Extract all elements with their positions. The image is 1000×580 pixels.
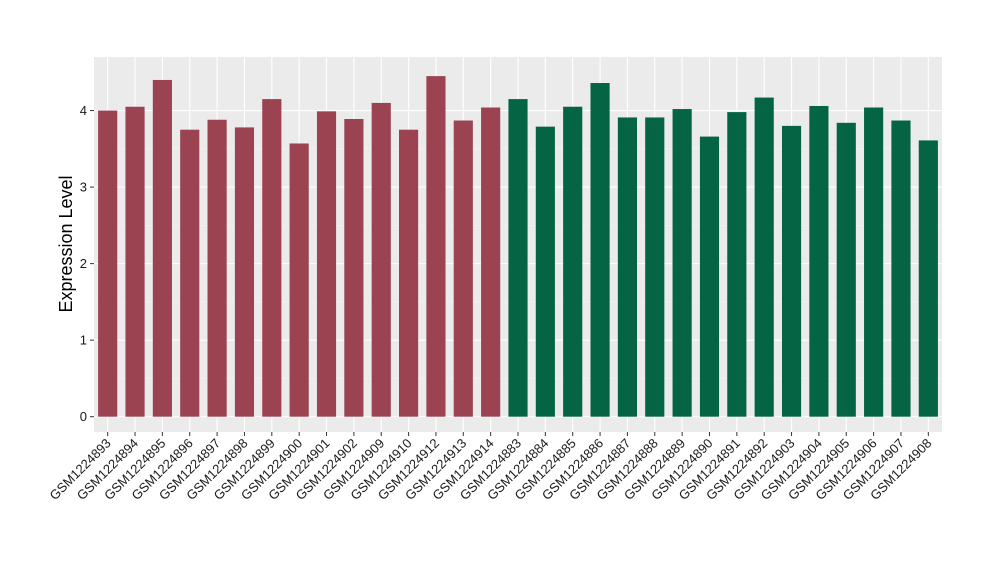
bar-GSM1224893	[98, 110, 118, 417]
bar-GSM1224890	[699, 136, 720, 417]
bar-GSM1224912	[426, 76, 446, 417]
bar-GSM1224903	[781, 125, 802, 417]
bar-GSM1224894	[125, 106, 145, 417]
bar-GSM1224913	[453, 120, 473, 417]
bar-GSM1224908	[918, 140, 938, 417]
bar-GSM1224897	[207, 119, 227, 417]
y-tick-label: 4	[80, 103, 87, 118]
axes: 01234GSM1224893GSM1224894GSM1224895GSM12…	[46, 103, 934, 503]
y-tick-label: 2	[80, 256, 87, 271]
bar-GSM1224898	[234, 127, 255, 417]
bar-GSM1224888	[645, 117, 665, 417]
bar-GSM1224889	[672, 109, 692, 417]
bar-GSM1224906	[864, 107, 884, 417]
bar-GSM1224900	[289, 143, 309, 417]
bar-GSM1224895	[152, 79, 172, 417]
y-tick-label: 1	[80, 333, 87, 348]
bar-GSM1224899	[262, 99, 282, 417]
bar-GSM1224907	[891, 120, 911, 417]
bar-GSM1224910	[399, 129, 419, 417]
bar-GSM1224904	[809, 105, 829, 417]
bar-GSM1224887	[617, 117, 637, 417]
bar-GSM1224896	[180, 129, 200, 417]
bars	[98, 76, 938, 417]
bar-GSM1224883	[508, 99, 528, 417]
bar-GSM1224884	[535, 126, 555, 417]
y-tick-label: 3	[80, 180, 87, 195]
bar-GSM1224891	[727, 112, 747, 417]
bar-GSM1224901	[316, 111, 337, 417]
y-tick-label: 0	[80, 409, 87, 424]
bar-GSM1224914	[481, 107, 501, 417]
bar-GSM1224892	[754, 97, 774, 417]
bar-GSM1224886	[590, 83, 610, 417]
bar-GSM1224902	[344, 118, 364, 417]
bar-GSM1224885	[563, 106, 583, 417]
bar-GSM1224909	[371, 102, 391, 417]
bar-GSM1224905	[836, 122, 856, 417]
y-axis-title: Expression Level	[56, 175, 76, 312]
